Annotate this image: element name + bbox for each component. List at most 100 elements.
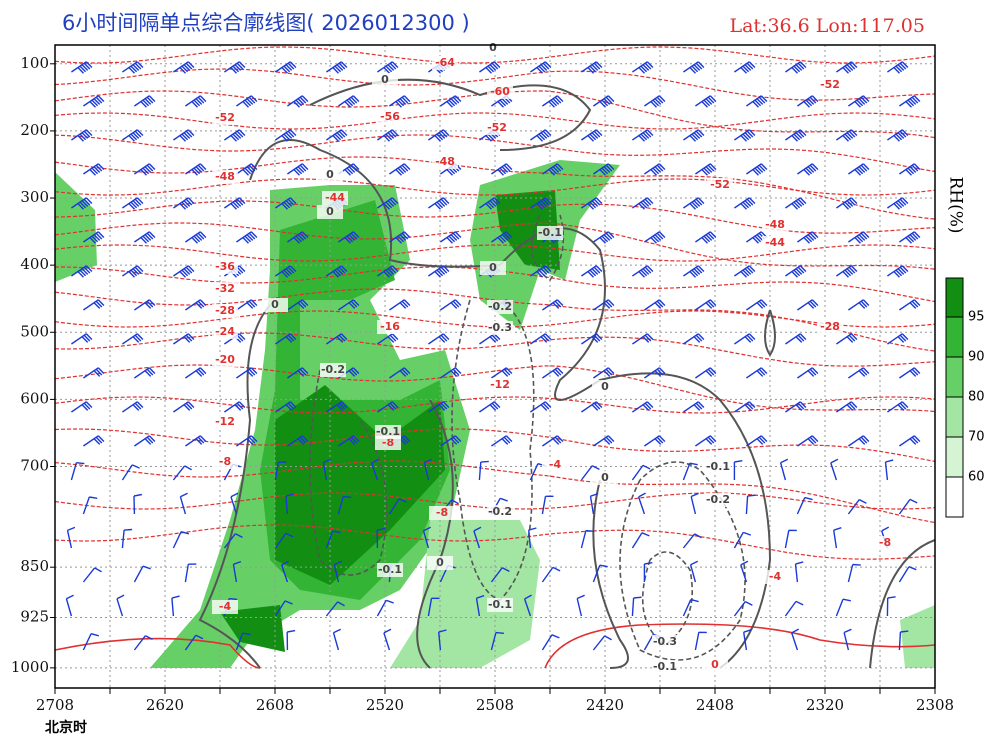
wind-barb bbox=[746, 95, 768, 108]
temperature-label: -28 bbox=[820, 320, 840, 333]
label-bg bbox=[705, 493, 731, 507]
wind-barb bbox=[224, 61, 246, 74]
rh-area bbox=[220, 605, 285, 652]
wind-barb bbox=[887, 197, 909, 210]
wind-barb bbox=[899, 367, 921, 379]
wind-barb bbox=[286, 629, 296, 651]
y-tick-label: 300 bbox=[20, 188, 49, 206]
wind-barb bbox=[791, 628, 800, 651]
wind-barb bbox=[173, 401, 195, 413]
wind-barb bbox=[695, 435, 717, 447]
wind-barb bbox=[695, 299, 717, 311]
wind-barb bbox=[644, 435, 666, 447]
wind-barb bbox=[690, 492, 699, 515]
omega-label: 0 bbox=[326, 205, 334, 218]
wind-barb bbox=[836, 401, 858, 413]
x-tick-label: 2520 bbox=[366, 696, 404, 714]
x-tick-label: 2408 bbox=[696, 696, 734, 714]
wind-barb bbox=[542, 163, 564, 176]
wind-barb bbox=[644, 95, 666, 108]
label-bg bbox=[375, 425, 401, 439]
wind-barb bbox=[542, 95, 564, 108]
temperature-label: -4 bbox=[219, 600, 232, 613]
temperature-label: -64 bbox=[435, 56, 455, 69]
wind-barb bbox=[173, 265, 195, 278]
wind-barb bbox=[848, 435, 870, 447]
wind-barb bbox=[116, 594, 125, 617]
wind-barb bbox=[377, 401, 399, 413]
wind-barb bbox=[326, 401, 348, 413]
wind-barb bbox=[491, 435, 513, 447]
wind-barb bbox=[280, 560, 289, 583]
wind-barb bbox=[644, 231, 666, 244]
wind-barb bbox=[746, 435, 768, 447]
wind-barb bbox=[580, 529, 594, 549]
label-bg bbox=[262, 298, 288, 312]
label-bg bbox=[592, 471, 618, 485]
wind-barb bbox=[593, 435, 615, 447]
wind-barb bbox=[325, 601, 345, 617]
omega-label: 0 bbox=[436, 556, 444, 569]
wind-barb bbox=[275, 197, 297, 210]
label-bg bbox=[212, 455, 238, 469]
colorbar-tick-label: 90 bbox=[968, 350, 985, 365]
wind-barb bbox=[172, 465, 192, 481]
wind-barb bbox=[581, 333, 603, 345]
colorbar-swatch bbox=[946, 357, 963, 397]
wind-barb bbox=[899, 435, 921, 447]
wind-barb bbox=[836, 61, 858, 74]
x-tick-label: 2508 bbox=[476, 696, 514, 714]
wind-barb bbox=[632, 401, 654, 413]
wind-barb bbox=[898, 498, 918, 515]
wind-barb bbox=[593, 299, 615, 311]
wind-barb bbox=[185, 163, 207, 176]
label-bg bbox=[487, 505, 513, 519]
wind-barb bbox=[70, 462, 85, 481]
omega-contours bbox=[198, 78, 936, 669]
label-bg bbox=[762, 236, 788, 250]
wind-barb bbox=[734, 197, 756, 210]
wind-barb bbox=[326, 61, 348, 74]
wind-barb bbox=[82, 633, 99, 651]
wind-barb bbox=[171, 595, 180, 617]
wind-barb bbox=[134, 231, 156, 244]
wind-barb bbox=[134, 163, 156, 176]
temperature-contour bbox=[54, 492, 936, 510]
wind-barb bbox=[541, 566, 561, 583]
wind-barb bbox=[236, 299, 258, 311]
wind-barb bbox=[631, 532, 650, 549]
wind-barb bbox=[440, 299, 462, 311]
wind-barb bbox=[785, 401, 807, 413]
wind-barb bbox=[530, 401, 552, 413]
wind-barb bbox=[589, 492, 599, 515]
wind-barb bbox=[848, 95, 870, 108]
wind-barb bbox=[843, 628, 852, 651]
wind-barb bbox=[581, 129, 603, 142]
wind-barb bbox=[593, 231, 615, 244]
y-tick-label: 200 bbox=[20, 121, 49, 139]
temperature-label: -8 bbox=[436, 506, 448, 519]
wind-barb bbox=[785, 197, 807, 210]
wind-barb bbox=[133, 565, 151, 583]
wind-barb bbox=[592, 635, 612, 651]
y-tick-label: 700 bbox=[20, 457, 49, 475]
x-tick-label: 2420 bbox=[586, 696, 624, 714]
temperature-label: -44 bbox=[325, 191, 345, 204]
wind-barb bbox=[122, 401, 144, 413]
wind-barb bbox=[83, 299, 105, 311]
label-bg bbox=[372, 73, 398, 87]
wind-barb bbox=[695, 367, 717, 379]
wind-barb bbox=[232, 560, 242, 583]
label-bg bbox=[872, 536, 898, 550]
x-tick-label: 2708 bbox=[36, 696, 74, 714]
label-bg bbox=[212, 600, 238, 614]
wind-barb bbox=[122, 129, 144, 142]
label-bg bbox=[652, 635, 678, 649]
temperature-label: -16 bbox=[380, 320, 400, 333]
wind-barb bbox=[490, 631, 504, 651]
x-tick-label: 2608 bbox=[256, 696, 294, 714]
wind-barb bbox=[887, 333, 909, 345]
wind-barb bbox=[848, 299, 870, 311]
wind-barb bbox=[682, 462, 698, 481]
